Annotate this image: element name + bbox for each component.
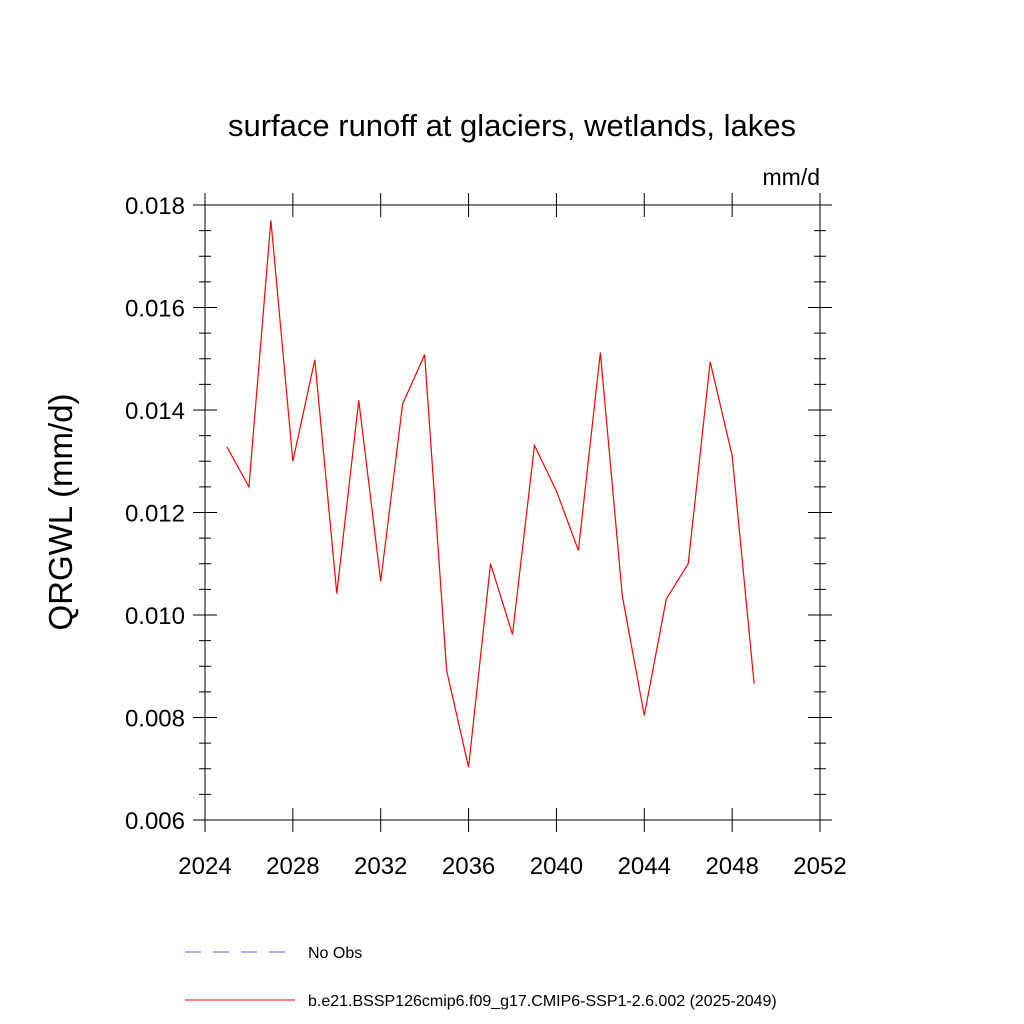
y-tick-label: 0.006 xyxy=(125,808,185,835)
y-tick-label: 0.014 xyxy=(125,398,185,425)
legend: No Obs b.e21.BSSP126cmip6.f09_g17.CMIP6-… xyxy=(185,945,777,1010)
tick-labels: 0.006 0.008 0.010 0.012 0.014 0.016 0.018 2024 2… xyxy=(125,193,847,880)
x-tick-label: 2040 xyxy=(530,853,583,880)
x-tick-label: 2036 xyxy=(442,853,495,880)
x-tick-label: 2028 xyxy=(266,853,319,880)
chart-title: surface runoff at glaciers, wetlands, la… xyxy=(228,108,796,143)
x-tick-label: 2024 xyxy=(178,853,231,880)
y-tick-label: 0.008 xyxy=(125,706,185,733)
x-tick-label: 2052 xyxy=(793,853,846,880)
y-tick-label: 0.012 xyxy=(125,501,185,528)
series-line xyxy=(226,220,755,768)
x-tick-label: 2032 xyxy=(354,853,407,880)
legend-label-no-obs: No Obs xyxy=(308,945,362,962)
y-tick-label: 0.016 xyxy=(125,296,185,323)
axis-ticks xyxy=(193,193,832,832)
units-label: mm/d xyxy=(763,164,821,190)
x-tick-label: 2044 xyxy=(618,853,671,880)
y-tick-label: 0.010 xyxy=(125,603,185,630)
y-axis-label: QRGWL (mm/d) xyxy=(42,393,79,630)
y-tick-label: 0.018 xyxy=(125,193,185,220)
plot-frame xyxy=(204,204,821,821)
legend-label-model-run: b.e21.BSSP126cmip6.f09_g17.CMIP6-SSP1-2.… xyxy=(308,993,777,1010)
x-tick-label: 2048 xyxy=(705,853,758,880)
series-layer xyxy=(226,220,755,768)
